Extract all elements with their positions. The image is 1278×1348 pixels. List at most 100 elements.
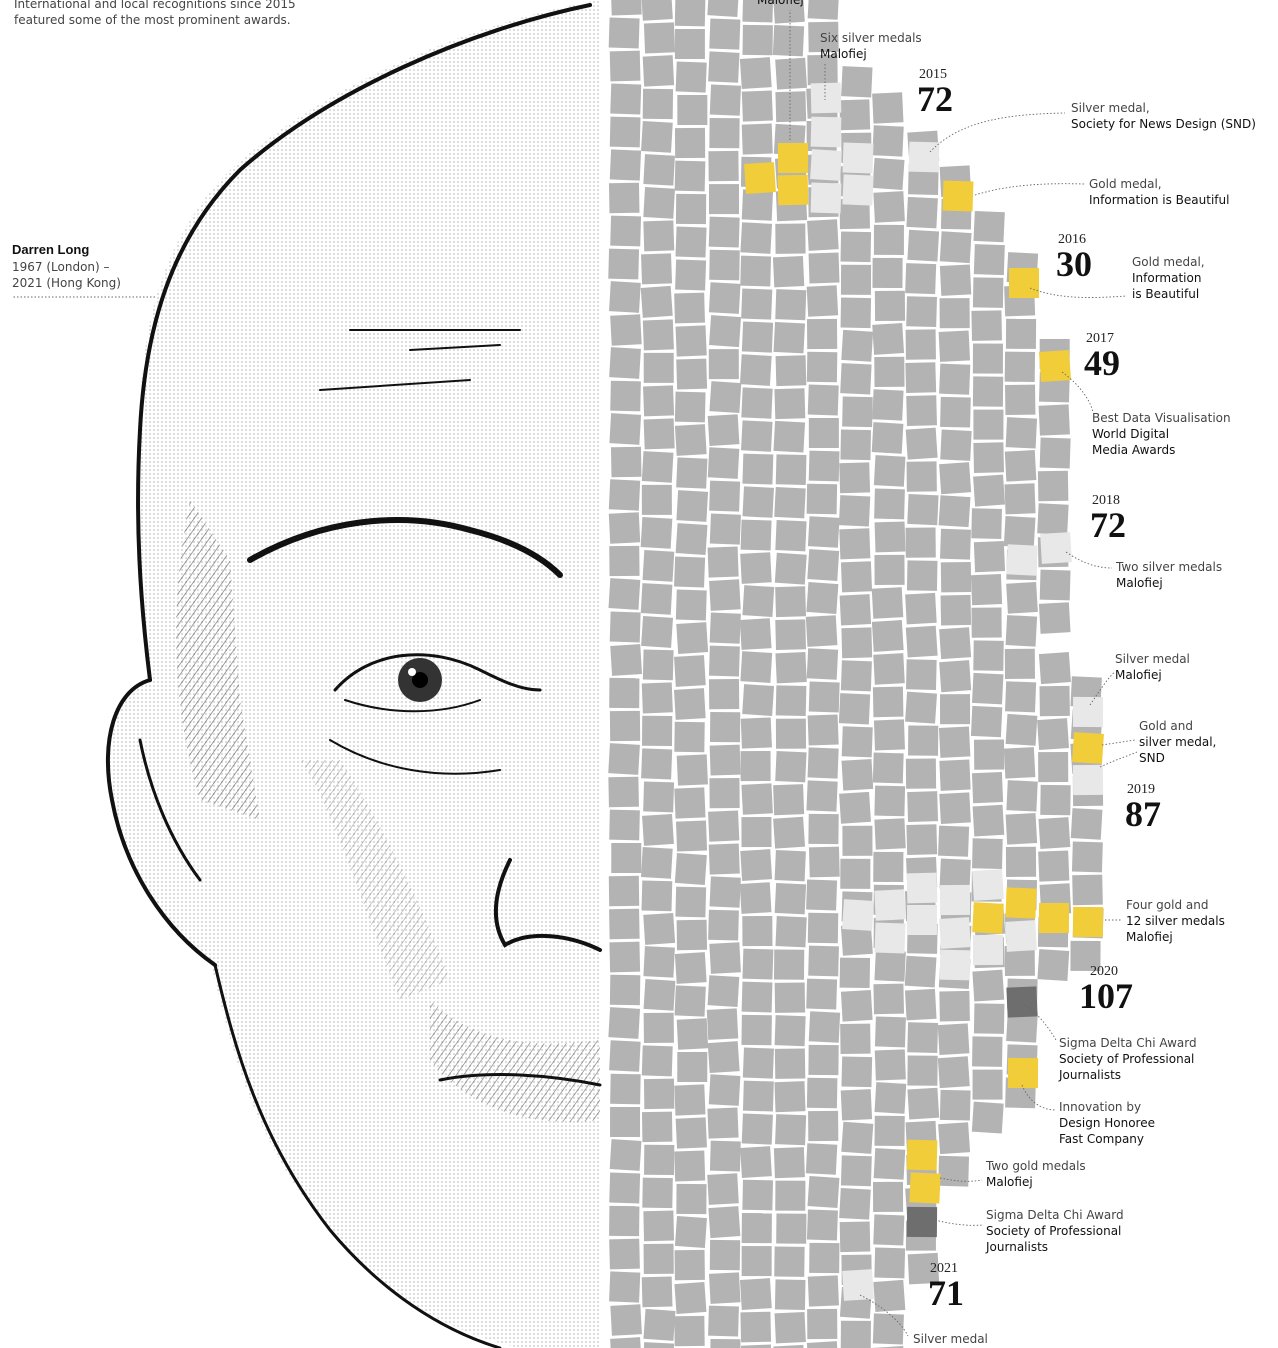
tile: [1037, 718, 1070, 751]
tile: [1039, 437, 1071, 469]
tile: [708, 678, 740, 710]
tile: [1039, 685, 1070, 717]
tile: [807, 747, 839, 779]
person-born: 1967 (London) –: [12, 260, 110, 274]
annotation-line: silver medal,: [1139, 735, 1216, 749]
year-label: 2016: [1058, 232, 1086, 247]
highlight-tile: [1007, 1057, 1039, 1089]
tile: [707, 1173, 739, 1205]
tile: [806, 978, 838, 1010]
highlight-tile: [810, 149, 842, 181]
highlight-tile: [1072, 732, 1104, 764]
tile: [709, 942, 741, 974]
tile: [841, 1121, 874, 1154]
tile: [609, 1172, 641, 1204]
tile: [973, 1003, 1005, 1034]
tile: [708, 1305, 739, 1337]
tile: [643, 418, 675, 450]
tile: [676, 1018, 709, 1050]
tile: [1038, 404, 1070, 436]
tile: [973, 409, 1004, 440]
tile: [609, 1238, 640, 1270]
tile: [773, 784, 805, 816]
tile: [774, 1279, 806, 1310]
tile: [807, 549, 840, 581]
tile: [641, 1111, 673, 1143]
tile: [904, 988, 937, 1021]
tile: [806, 879, 838, 911]
tile: [840, 297, 872, 329]
tile: [674, 1150, 706, 1182]
tile: [677, 94, 708, 126]
tile: [806, 285, 839, 317]
tile: [905, 625, 938, 658]
tile: [675, 1117, 707, 1149]
tile: [905, 592, 937, 625]
tile: [742, 453, 774, 485]
tile: [674, 787, 706, 819]
tile: [774, 552, 807, 585]
tile: [772, 24, 805, 57]
tile: [610, 314, 642, 346]
tile: [938, 726, 971, 758]
annotation-line: Journalists: [1058, 1068, 1121, 1082]
tile: [674, 1315, 705, 1347]
highlight-tile: [1006, 544, 1038, 576]
highlight-tile: [1072, 696, 1104, 728]
tile: [742, 948, 774, 980]
tile: [1038, 751, 1069, 783]
tile: [806, 1077, 838, 1109]
tile: [641, 484, 672, 515]
highlight-tile: [1008, 267, 1040, 299]
tile: [873, 983, 905, 1015]
tile: [774, 1246, 805, 1277]
tile: [609, 908, 640, 940]
tile: [775, 1114, 807, 1146]
highlight-tile: [1072, 906, 1104, 938]
tile: [775, 223, 806, 254]
tile: [774, 1015, 806, 1047]
tile: [643, 912, 676, 945]
tile: [939, 990, 970, 1022]
tile: [840, 1089, 873, 1121]
tile: [972, 376, 1004, 407]
tile: [839, 528, 871, 560]
tile: [839, 99, 871, 131]
tile: [775, 454, 807, 486]
highlight-tile: [972, 902, 1004, 934]
tile: [609, 50, 641, 82]
tile: [973, 640, 1004, 671]
annotation-line: Best Data Visualisation: [1092, 411, 1231, 425]
tile: [905, 427, 938, 460]
tile: [972, 672, 1004, 705]
tile: [905, 659, 937, 690]
annotation-line: Information: [1132, 271, 1201, 285]
tile: [674, 655, 706, 687]
tile: [642, 649, 674, 681]
tile: [610, 446, 642, 478]
tile: [808, 450, 840, 482]
annotation-line: Malofiej: [986, 1175, 1033, 1189]
tile: [740, 849, 773, 881]
tile: [643, 187, 675, 219]
tile: [938, 330, 971, 362]
tile: [709, 579, 741, 611]
tile: [1070, 940, 1101, 971]
tile: [939, 759, 971, 791]
tile: [973, 244, 1005, 276]
tile: [806, 780, 838, 812]
tile: [937, 1023, 970, 1056]
highlight-tile: [906, 872, 938, 904]
tile: [873, 455, 906, 487]
tile: [838, 693, 871, 725]
tile: [774, 486, 806, 519]
tile: [874, 488, 905, 520]
tile: [740, 222, 773, 254]
tile: [610, 215, 642, 247]
tile: [839, 594, 872, 626]
tile: [643, 1308, 676, 1341]
tile: [674, 985, 706, 1017]
tile: [940, 594, 972, 626]
tile: [809, 1242, 840, 1274]
tile: [641, 1045, 673, 1077]
